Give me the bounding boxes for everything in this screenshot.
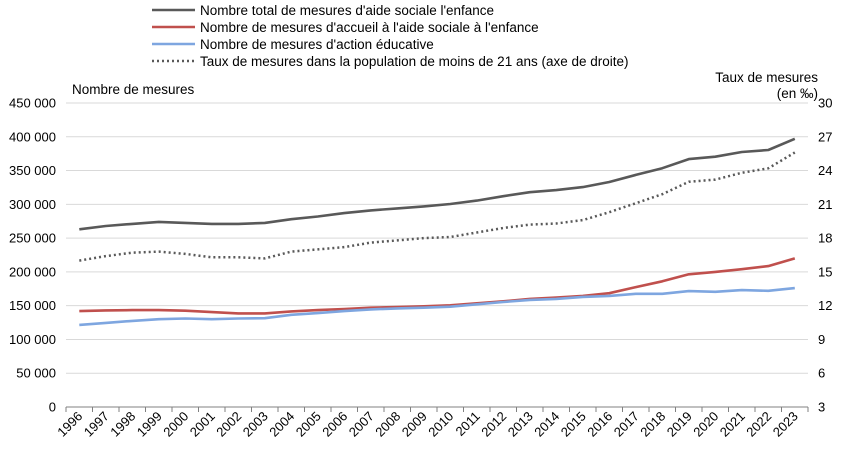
x-tick-label: 2022 [743, 409, 774, 440]
series-line-2 [79, 257, 796, 315]
series-lines [79, 137, 796, 327]
y-left-tick-label: 400 000 [9, 129, 56, 144]
x-tick-label: 2004 [266, 409, 297, 440]
y-left-tick-label: 100 000 [9, 332, 56, 347]
y-right-tick-label: 9 [818, 332, 825, 347]
x-tick-label: 2001 [187, 409, 218, 440]
x-tick-label: 2019 [664, 409, 695, 440]
series-line-1 [79, 137, 796, 231]
x-tick-label: 2016 [584, 409, 615, 440]
legend-label-4: Taux de mesures dans la population de mo… [200, 54, 629, 69]
y-right-tick-label: 30 [818, 96, 832, 111]
x-tick-label: 1998 [107, 409, 138, 440]
x-tick-label: 2005 [293, 409, 324, 440]
x-tick-label: 1999 [134, 409, 165, 440]
x-tick-label: 2012 [478, 409, 509, 440]
x-axis: 1996199719981999200020012002200320042005… [54, 406, 809, 440]
y-right-tick-label: 24 [818, 163, 832, 178]
y-right-tick-label: 27 [818, 129, 832, 144]
x-tick-label: 2023 [770, 409, 801, 440]
y-left-tick-label: 250 000 [9, 231, 56, 246]
x-tick-label: 2021 [717, 409, 748, 440]
y-left-axis-title: Nombre de mesures [72, 82, 195, 97]
y-right-tick-label: 18 [818, 231, 832, 246]
y-left-tick-label: 200 000 [9, 264, 56, 279]
x-tick-label: 2000 [160, 409, 191, 440]
y-right-tick-label: 6 [818, 366, 825, 381]
legend-label-3: Nombre de mesures d'action éducative [200, 37, 434, 52]
y-left-tick-label: 450 000 [9, 96, 56, 111]
x-tick-label: 1996 [54, 409, 85, 440]
x-tick-label: 2018 [637, 409, 668, 440]
y-right-tick-label: 21 [818, 197, 832, 212]
x-tick-label: 2008 [372, 409, 403, 440]
y-left-tick-label: 350 000 [9, 163, 56, 178]
x-tick-label: 2014 [531, 409, 562, 440]
legend-label-2: Nombre de mesures d'accueil à l'aide soc… [200, 20, 539, 35]
y-right-axis-title-line2: (en ‰) [777, 86, 818, 101]
y-right-tick-label: 12 [818, 298, 832, 313]
x-tick-label: 2017 [611, 409, 642, 440]
y-right-axis-title-line1: Taux de mesures [715, 70, 818, 85]
x-tick-label: 2010 [425, 409, 456, 440]
y-left-tick-label: 300 000 [9, 197, 56, 212]
y-left-tick-label: 50 000 [16, 366, 56, 381]
x-tick-label: 2002 [213, 409, 244, 440]
series-line-4 [79, 151, 796, 262]
y-left-tick-label: 150 000 [9, 298, 56, 313]
legend-label-1: Nombre total de mesures d'aide sociale l… [200, 3, 494, 18]
series-line-3 [79, 286, 795, 327]
legend: Nombre total de mesures d'aide sociale l… [152, 3, 629, 69]
y-right-ticks: 3 6 9 12 15 18 21 24 27 30 [818, 96, 832, 415]
x-tick-label: 2007 [346, 409, 377, 440]
x-tick-label: 2015 [558, 409, 589, 440]
y-left-ticks: 0 50 000 100 000 150 000 200 000 250 000 300 0… [9, 96, 56, 415]
x-tick-label: 2003 [240, 409, 271, 440]
x-tick-label: 2020 [690, 409, 721, 440]
y-left-tick-label: 0 [49, 400, 56, 415]
x-tick-label: 2013 [505, 409, 536, 440]
x-tick-label: 2011 [452, 409, 482, 439]
x-tick-label: 2006 [319, 409, 350, 440]
y-right-tick-label: 3 [818, 400, 825, 415]
x-tick-label: 1997 [81, 409, 112, 440]
x-tick-label: 2009 [399, 409, 430, 440]
y-right-tick-label: 15 [818, 264, 832, 279]
